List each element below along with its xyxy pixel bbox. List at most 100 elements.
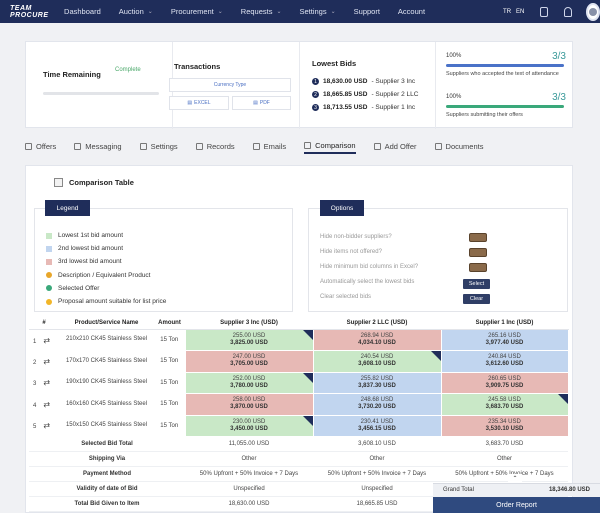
- legend-item: 3rd lowest bid amount: [46, 258, 122, 265]
- column-header: Supplier 2 LLC (USD): [313, 317, 441, 330]
- nav-item-label: Settings: [299, 7, 327, 16]
- unit-price: 268.94 USD: [360, 332, 394, 339]
- lang-tr[interactable]: TR: [503, 8, 512, 15]
- bid-amount: 18,665.85 USD: [323, 91, 368, 98]
- stat-progress-bar: [446, 105, 564, 108]
- user-avatar[interactable]: [585, 2, 600, 21]
- nav-item-dashboard[interactable]: Dashboard: [64, 7, 101, 16]
- bid-cell[interactable]: 255.82 USD 3,837.30 USD: [312, 371, 442, 394]
- selected-offer-badge: [430, 351, 441, 361]
- hide-non-bidder-toggle[interactable]: [469, 233, 487, 242]
- transactions-label: Transactions: [174, 62, 221, 71]
- legend-label: 3rd lowest bid amount: [58, 258, 122, 266]
- currency-type-select[interactable]: Currency Type: [169, 78, 291, 92]
- legend-item: Proposal amount suitable for list price: [46, 298, 166, 305]
- column-header: Product/Service Name: [59, 317, 154, 330]
- nav-item-procurement[interactable]: Procurement ⌄: [171, 7, 223, 16]
- total-price: 3,870.00 USD: [230, 404, 268, 411]
- row-index-cell: 4 ⇄: [29, 394, 59, 416]
- nav-item-requests[interactable]: Requests ⌄: [241, 7, 282, 16]
- bid-cell[interactable]: 248.68 USD 3,730.20 USD: [312, 393, 442, 416]
- org-chart-icon[interactable]: [540, 6, 549, 17]
- tab-icon: [74, 142, 82, 150]
- swap-icon[interactable]: ⇄: [43, 399, 51, 409]
- tab-label: Add Offer: [384, 141, 417, 151]
- bid-cell[interactable]: 240.84 USD 3,612.60 USD: [440, 350, 569, 373]
- hide-min-bid-columns-toggle[interactable]: [469, 263, 487, 272]
- bid-cell[interactable]: 260.65 USD 3,909.75 USD: [440, 371, 569, 394]
- bid-cell[interactable]: 247.00 USD 3,705.00 USD: [184, 350, 314, 373]
- product-name: 170x170 CK45 Stainless Steel: [65, 357, 148, 364]
- bid-cell[interactable]: 230.00 USD 3,450.00 USD: [184, 414, 314, 437]
- nav-item-account[interactable]: Account: [398, 7, 425, 16]
- nav-item-label: Auction: [118, 7, 144, 16]
- bid-cell[interactable]: 265.16 USD 3,977.40 USD: [440, 328, 569, 351]
- bid-cell[interactable]: 245.58 USD 3,683.70 USD: [440, 393, 569, 416]
- tab-records[interactable]: Records: [195, 138, 235, 154]
- tab-add-offer[interactable]: Add Offer: [373, 138, 417, 154]
- tab-settings[interactable]: Settings: [139, 138, 178, 154]
- tab-comparison[interactable]: Comparison: [304, 138, 356, 154]
- grand-total-value: 18,346.80 USD: [548, 487, 590, 493]
- legend-swatch: [46, 258, 52, 265]
- bid-cell[interactable]: 235.34 USD 3,530.10 USD: [440, 414, 569, 437]
- row-index-cell: 5 ⇄: [29, 415, 59, 437]
- summary-row: Selected Bid Total 11,055.00 USD 3,608.10 …: [29, 436, 568, 452]
- chevron-down-icon: ⌄: [330, 9, 336, 15]
- unit-price: 230.00 USD: [232, 418, 266, 425]
- summary-label: Validity of date of Bid: [29, 481, 185, 497]
- legend-item: Lowest 1st bid amount: [46, 232, 123, 239]
- brand-logo[interactable]: TEAM PROCURE: [10, 4, 49, 19]
- total-price: 4,034.10 USD: [358, 339, 396, 346]
- tab-emails[interactable]: Emails: [252, 138, 286, 154]
- order-report-button[interactable]: Order Report: [433, 497, 600, 513]
- nav-item-settings[interactable]: Settings ⌄: [300, 7, 336, 16]
- bid-cell[interactable]: 258.00 USD 3,870.00 USD: [184, 393, 314, 416]
- bid-cell[interactable]: 268.94 USD 4,034.10 USD: [312, 328, 442, 351]
- tab-icon: [304, 141, 312, 149]
- swap-icon[interactable]: ⇄: [43, 378, 51, 388]
- summary-value: 50% Upfront + 50% Invoice + 7 Days: [185, 466, 313, 482]
- column-header: Supplier 3 Inc (USD): [185, 317, 313, 330]
- stat-percent: 100%: [446, 53, 462, 59]
- hide-items-not-offered-toggle[interactable]: [469, 248, 487, 257]
- unit-price: 260.65 USD: [488, 375, 521, 382]
- legend-header: Legend: [45, 200, 90, 216]
- caret-up-icon[interactable]: ⌃: [508, 474, 522, 483]
- auction-summary-panel: Time Remaining Complete Transactions Cur…: [25, 41, 573, 129]
- tab-label: Comparison: [315, 140, 356, 150]
- time-progress-bar: [43, 92, 159, 95]
- lang-en[interactable]: EN: [516, 8, 525, 15]
- bid-amount: 18,713.55 USD: [323, 104, 368, 111]
- bid-cell[interactable]: 230.41 USD 3,456.15 USD: [312, 414, 442, 437]
- tab-documents[interactable]: Documents: [434, 138, 483, 154]
- swap-icon[interactable]: ⇄: [43, 356, 51, 366]
- bid-cell[interactable]: 255.00 USD 3,825.00 USD: [184, 328, 314, 351]
- pdf-label: PDF: [259, 100, 270, 106]
- lowest-bids-card: Lowest Bids 1 18,630.00 USD - Supplier 3 I…: [300, 42, 436, 129]
- swap-icon[interactable]: ⇄: [43, 421, 51, 431]
- detail-tabs: Offers Messaging Settings Records Emails Comp…: [25, 138, 501, 154]
- clear-selected-bids-button[interactable]: Clear: [463, 294, 490, 304]
- swap-icon[interactable]: ⇄: [43, 335, 51, 345]
- summary-value: Unspecified: [185, 481, 313, 497]
- row-index-cell: 3 ⇄: [29, 372, 59, 394]
- summary-value: 50% Upfront + 50% Invoice + 7 Days: [441, 466, 568, 482]
- legend-item: Selected Offer: [46, 285, 99, 292]
- bid-cell[interactable]: 252.00 USD 3,780.00 USD: [184, 371, 314, 394]
- tab-label: Records: [206, 141, 235, 151]
- table-header-row: # Product/Service Name Amount Supplier 3 In…: [29, 317, 568, 330]
- bell-icon[interactable]: [564, 6, 572, 17]
- unit-price: 252.00 USD: [232, 375, 266, 382]
- grand-total-label: Grand Total: [443, 487, 474, 493]
- table-row: 2 ⇄ 170x170 CK45 Stainless Steel 15 Ton 247.…: [29, 350, 569, 373]
- tab-messaging[interactable]: Messaging: [74, 138, 122, 154]
- nav-item-auction[interactable]: Auction ⌄: [119, 7, 153, 16]
- bid-cell[interactable]: 240.54 USD 3,608.10 USD: [312, 350, 442, 373]
- select-lowest-bids-button[interactable]: Select: [463, 279, 490, 289]
- excel-export-button[interactable]: ▤ EXCEL: [169, 96, 229, 110]
- unit-price: 255.00 USD: [232, 332, 266, 339]
- tab-offers[interactable]: Offers: [25, 138, 56, 154]
- nav-item-support[interactable]: Support: [354, 7, 380, 16]
- pdf-export-button[interactable]: ▤ PDF: [232, 96, 291, 110]
